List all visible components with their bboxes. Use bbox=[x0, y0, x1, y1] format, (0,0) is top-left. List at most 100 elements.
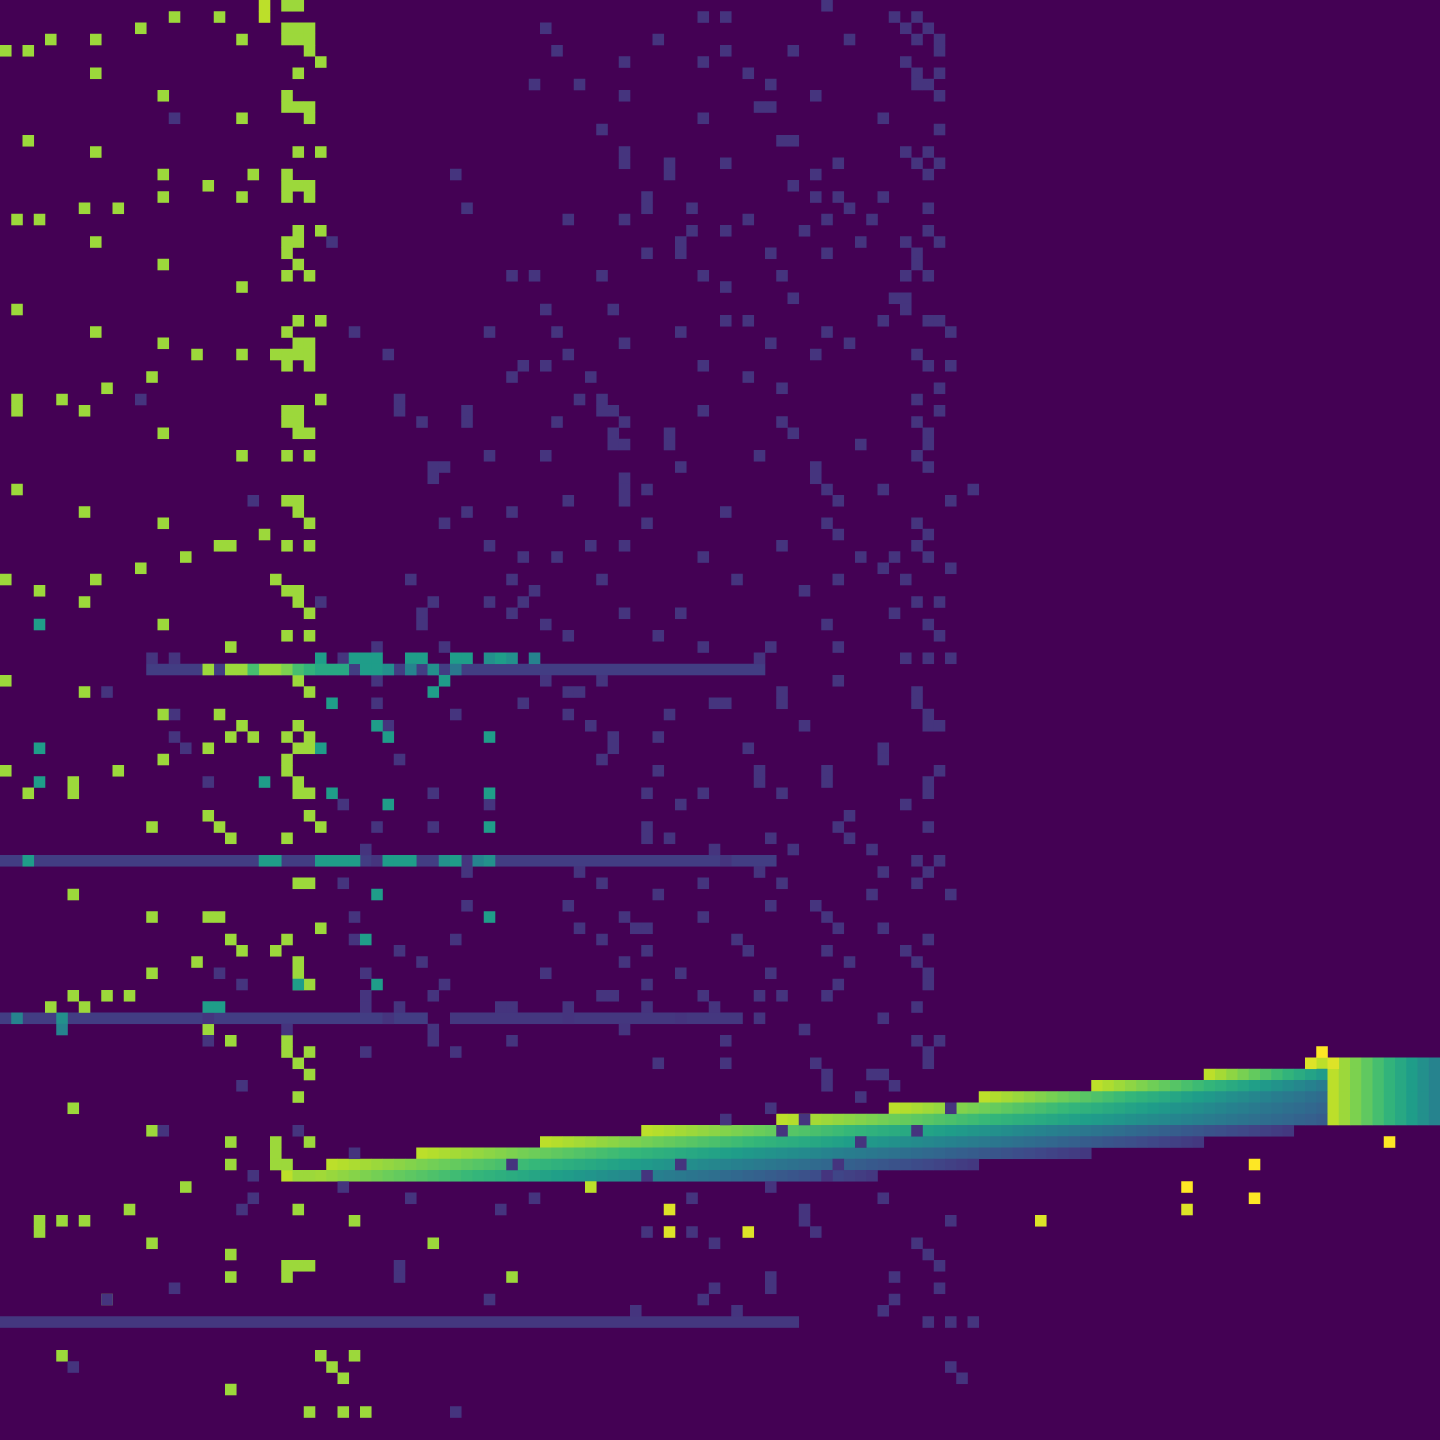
heatmap-band-cell bbox=[1113, 1113, 1126, 1126]
heatmap-band-cell bbox=[821, 1147, 833, 1160]
heatmap-cell bbox=[528, 1192, 541, 1205]
heatmap-cell bbox=[618, 607, 631, 620]
heatmap-cell bbox=[405, 855, 417, 867]
heatmap-cell bbox=[1248, 1158, 1261, 1171]
heatmap-cell bbox=[810, 472, 822, 485]
heatmap-cell bbox=[292, 427, 305, 440]
heatmap-cell bbox=[742, 315, 755, 327]
heatmap-cell bbox=[517, 596, 530, 608]
heatmap-cell bbox=[33, 1215, 46, 1227]
heatmap-band-cell bbox=[1035, 1125, 1047, 1137]
heatmap-cell bbox=[270, 855, 282, 867]
heatmap-cell bbox=[933, 236, 946, 248]
heatmap-cell bbox=[371, 978, 383, 991]
heatmap-cell bbox=[303, 348, 316, 361]
heatmap-band-cell bbox=[900, 1113, 912, 1126]
heatmap-cell bbox=[90, 573, 102, 586]
heatmap-cell bbox=[1316, 1046, 1328, 1058]
heatmap-band-cell bbox=[1001, 1113, 1013, 1126]
heatmap-cell bbox=[933, 157, 946, 170]
heatmap-cell bbox=[540, 675, 552, 687]
heatmap-cell bbox=[258, 855, 271, 867]
heatmap-cell bbox=[843, 33, 856, 46]
heatmap-cell bbox=[483, 731, 496, 743]
heatmap-band-cell bbox=[708, 1136, 721, 1148]
heatmap-band-cell bbox=[731, 1147, 743, 1160]
heatmap-cell bbox=[641, 1226, 653, 1238]
heatmap-cell bbox=[33, 585, 46, 597]
heatmap-band-cell bbox=[877, 1125, 890, 1137]
heatmap-cell bbox=[56, 1215, 68, 1227]
heatmap-cell bbox=[315, 596, 327, 608]
heatmap-band-cell bbox=[281, 1170, 293, 1182]
heatmap-cell bbox=[922, 821, 935, 833]
heatmap-cell bbox=[877, 742, 890, 755]
heatmap-cell bbox=[596, 123, 608, 136]
heatmap-band-cell bbox=[1293, 1102, 1306, 1115]
heatmap-cell bbox=[146, 967, 158, 980]
heatmap-cell bbox=[933, 720, 946, 732]
heatmap-cell bbox=[292, 978, 305, 991]
heatmap-cell bbox=[315, 393, 327, 406]
heatmap-band-cell bbox=[1113, 1125, 1126, 1137]
heatmap-band-cell bbox=[607, 1147, 620, 1160]
heatmap-cell bbox=[652, 630, 665, 642]
heatmap-cell bbox=[258, 0, 271, 12]
heatmap-cell bbox=[281, 360, 293, 372]
heatmap-band-cell bbox=[911, 1158, 923, 1171]
heatmap-band-cell bbox=[765, 1147, 777, 1160]
heatmap-cell bbox=[303, 180, 316, 192]
heatmap-cell bbox=[821, 1170, 833, 1182]
heatmap-band-cell bbox=[1361, 1057, 1373, 1070]
heatmap-cell bbox=[922, 270, 935, 282]
heatmap-band-cell bbox=[641, 1136, 653, 1148]
heatmap-cell bbox=[168, 112, 181, 125]
heatmap-cell bbox=[911, 1035, 923, 1047]
heatmap-band-cell bbox=[855, 1125, 867, 1137]
heatmap-band-cell bbox=[1417, 1068, 1430, 1081]
heatmap-band-cell bbox=[1181, 1080, 1193, 1092]
heatmap-cell bbox=[202, 1023, 215, 1036]
heatmap-cell bbox=[967, 483, 980, 496]
heatmap-cell bbox=[135, 22, 147, 35]
heatmap-cell bbox=[101, 382, 113, 395]
heatmap-band-cell bbox=[630, 1170, 642, 1182]
heatmap-cell bbox=[585, 540, 597, 552]
heatmap-cell bbox=[146, 1237, 158, 1250]
heatmap-cell bbox=[945, 888, 957, 901]
heatmap-band-cell bbox=[562, 1147, 575, 1160]
heatmap-band-cell bbox=[1170, 1136, 1182, 1148]
heatmap-cell bbox=[663, 1226, 676, 1238]
heatmap-band-cell bbox=[787, 1170, 800, 1182]
heatmap-band-cell bbox=[821, 1158, 833, 1171]
heatmap-band-cell bbox=[1158, 1102, 1171, 1115]
heatmap-cell bbox=[922, 1248, 935, 1261]
heatmap-cell bbox=[303, 191, 316, 203]
heatmap-cell bbox=[551, 416, 563, 428]
heatmap-band-cell bbox=[1147, 1125, 1160, 1137]
heatmap-cell bbox=[303, 1068, 316, 1081]
heatmap-band-cell bbox=[1012, 1091, 1025, 1103]
heatmap-band-cell bbox=[1282, 1080, 1295, 1092]
heatmap-cell bbox=[753, 450, 766, 462]
heatmap-cell bbox=[821, 1068, 833, 1081]
heatmap-cell bbox=[202, 911, 215, 923]
heatmap-band-cell bbox=[877, 1136, 890, 1148]
heatmap-cell bbox=[393, 945, 406, 957]
heatmap-cell bbox=[303, 101, 316, 113]
heatmap-band-cell bbox=[956, 1136, 968, 1148]
heatmap-cell bbox=[450, 855, 462, 867]
heatmap-cell bbox=[450, 168, 462, 181]
heatmap-cell bbox=[270, 1147, 282, 1160]
heatmap-cell bbox=[528, 652, 541, 665]
heatmap-cell bbox=[56, 1350, 68, 1362]
heatmap-cell bbox=[371, 663, 383, 676]
heatmap-cell bbox=[798, 1023, 811, 1036]
heatmap-band-cell bbox=[821, 1136, 833, 1148]
heatmap-band-cell bbox=[787, 1158, 800, 1171]
heatmap-cell bbox=[697, 11, 710, 23]
heatmap-band-cell bbox=[1305, 1080, 1317, 1092]
heatmap-cell bbox=[292, 585, 305, 597]
heatmap-cell bbox=[393, 1001, 406, 1013]
heatmap-band-cell bbox=[1215, 1068, 1227, 1081]
